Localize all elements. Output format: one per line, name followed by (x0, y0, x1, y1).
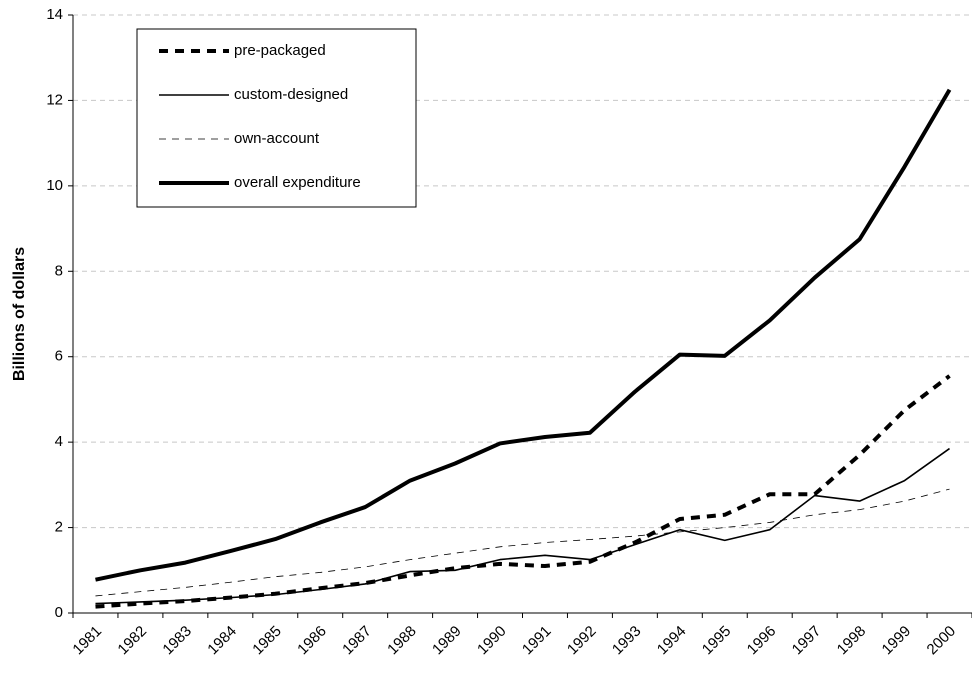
x-tick-label: 1995 (699, 623, 735, 659)
y-tick-label: 10 (46, 177, 63, 194)
x-tick-label: 1984 (204, 623, 240, 659)
x-tick-label: 1997 (789, 623, 825, 659)
legend-label: own-account (234, 130, 320, 147)
y-tick-label: 0 (55, 604, 63, 621)
series-line (95, 374, 951, 609)
y-tick-label: 12 (46, 91, 63, 108)
series-line (95, 88, 952, 582)
series-line (95, 488, 950, 597)
x-tick-label: 1981 (69, 623, 105, 659)
y-tick-label: 6 (55, 348, 63, 365)
x-tick-label: 1990 (474, 623, 510, 659)
x-tick-label: 1986 (294, 623, 330, 659)
legend-label: custom-designed (234, 86, 348, 103)
x-tick-label: 1985 (249, 623, 285, 659)
x-tick-label: 1998 (834, 623, 870, 659)
x-tick-label: 1983 (159, 623, 195, 659)
y-axis-label: Billions of dollars (11, 247, 28, 381)
x-tick-label: 1988 (384, 623, 420, 659)
legend-box (136, 28, 417, 208)
x-tick-label: 2000 (924, 623, 960, 659)
x-tick-label: 1999 (879, 623, 915, 659)
x-tick-label: 1996 (744, 623, 780, 659)
x-tick-label: 1991 (519, 623, 555, 659)
y-tick-label: 2 (55, 519, 63, 536)
x-tick-label: 1989 (429, 623, 465, 659)
legend-label: pre-packaged (234, 42, 326, 59)
x-tick-label: 1992 (564, 623, 600, 659)
y-tick-label: 8 (55, 262, 63, 279)
x-tick-label: 1987 (339, 623, 375, 659)
y-tick-label: 4 (55, 433, 63, 450)
x-tick-label: 1994 (654, 623, 690, 659)
legend-label: overall expenditure (234, 174, 361, 191)
x-tick-label: 1982 (114, 623, 150, 659)
series-line (95, 447, 950, 605)
x-tick-label: 1993 (609, 623, 645, 659)
y-tick-label: 14 (46, 6, 63, 23)
